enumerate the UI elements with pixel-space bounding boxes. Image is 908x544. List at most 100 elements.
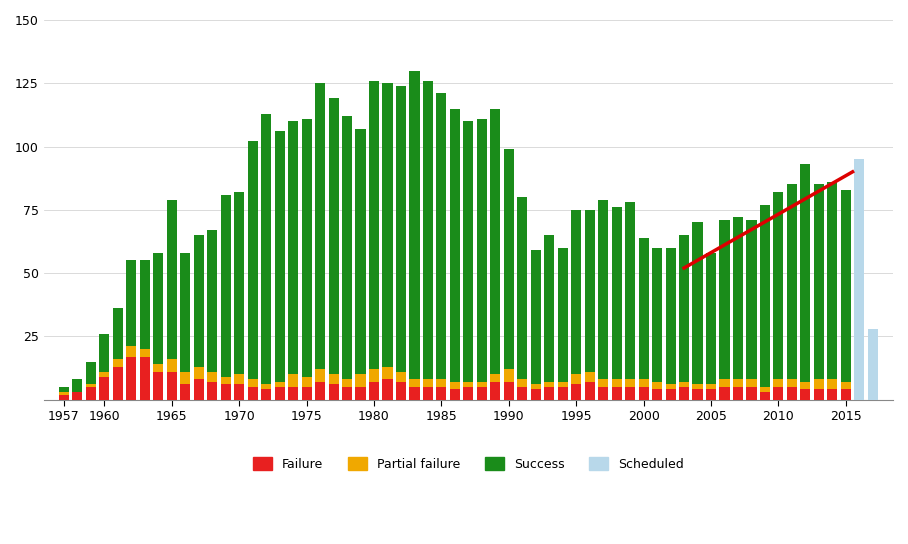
Bar xyxy=(638,238,648,379)
Bar xyxy=(719,220,729,379)
Bar xyxy=(504,369,514,382)
Bar xyxy=(369,369,379,382)
Bar xyxy=(814,379,824,390)
Bar xyxy=(787,379,797,387)
Bar xyxy=(86,387,96,400)
Bar xyxy=(719,387,729,400)
Bar xyxy=(774,387,784,400)
Bar xyxy=(221,385,231,400)
Bar xyxy=(288,387,298,400)
Bar xyxy=(477,387,487,400)
Bar xyxy=(666,385,676,390)
Bar xyxy=(342,379,352,387)
Bar xyxy=(760,392,770,400)
Bar xyxy=(113,359,123,367)
Bar xyxy=(153,372,163,400)
Bar xyxy=(746,220,756,379)
Bar xyxy=(274,382,285,387)
Bar xyxy=(274,131,285,382)
Bar xyxy=(518,197,528,379)
Bar xyxy=(301,377,311,387)
Bar xyxy=(193,367,203,379)
Bar xyxy=(288,121,298,374)
Bar xyxy=(558,387,568,400)
Bar xyxy=(841,189,851,382)
Bar xyxy=(329,374,339,385)
Bar xyxy=(262,114,271,385)
Bar xyxy=(315,369,325,382)
Bar xyxy=(827,379,837,390)
Bar xyxy=(612,379,622,387)
Bar xyxy=(140,349,150,356)
Bar xyxy=(477,382,487,387)
Bar xyxy=(530,385,541,390)
Bar xyxy=(355,129,366,374)
Bar xyxy=(410,387,419,400)
Bar xyxy=(315,83,325,369)
Bar xyxy=(140,261,150,349)
Bar xyxy=(382,379,392,400)
Bar xyxy=(382,83,392,367)
Bar xyxy=(180,385,191,400)
Bar xyxy=(746,387,756,400)
Bar xyxy=(800,164,811,382)
Bar xyxy=(652,390,662,400)
Bar xyxy=(463,382,473,387)
Legend: Failure, Partial failure, Success, Scheduled: Failure, Partial failure, Success, Sched… xyxy=(247,451,690,477)
Bar xyxy=(490,109,500,374)
Bar xyxy=(234,385,244,400)
Bar xyxy=(558,248,568,382)
Bar xyxy=(706,253,716,385)
Bar xyxy=(504,382,514,400)
Bar xyxy=(530,250,541,385)
Bar xyxy=(449,382,460,390)
Bar xyxy=(612,207,622,379)
Bar xyxy=(126,261,136,347)
Bar xyxy=(787,387,797,400)
Bar xyxy=(679,382,689,387)
Bar xyxy=(248,387,258,400)
Bar xyxy=(99,377,110,400)
Bar xyxy=(73,392,83,400)
Bar xyxy=(382,367,392,379)
Bar xyxy=(369,382,379,400)
Bar xyxy=(396,382,406,400)
Bar xyxy=(410,71,419,379)
Bar xyxy=(329,98,339,374)
Bar xyxy=(598,387,608,400)
Bar xyxy=(126,356,136,400)
Bar xyxy=(746,379,756,387)
Bar xyxy=(180,253,191,372)
Bar xyxy=(544,387,554,400)
Bar xyxy=(59,387,69,392)
Bar xyxy=(719,379,729,387)
Bar xyxy=(827,390,837,400)
Bar xyxy=(167,359,177,372)
Bar xyxy=(800,382,811,390)
Bar xyxy=(437,94,447,379)
Bar xyxy=(625,379,636,387)
Bar xyxy=(652,382,662,390)
Bar xyxy=(787,184,797,379)
Bar xyxy=(638,379,648,387)
Bar xyxy=(544,235,554,382)
Bar xyxy=(449,109,460,382)
Bar xyxy=(638,387,648,400)
Bar xyxy=(140,356,150,400)
Bar xyxy=(396,372,406,382)
Bar xyxy=(99,334,110,372)
Bar xyxy=(814,390,824,400)
Bar xyxy=(760,205,770,387)
Bar xyxy=(827,182,837,379)
Bar xyxy=(598,200,608,379)
Bar xyxy=(666,390,676,400)
Bar xyxy=(248,141,258,379)
Bar xyxy=(868,329,878,400)
Bar xyxy=(59,394,69,400)
Bar xyxy=(800,390,811,400)
Bar xyxy=(585,382,595,400)
Bar xyxy=(585,372,595,382)
Bar xyxy=(262,390,271,400)
Bar xyxy=(841,382,851,390)
Bar xyxy=(571,385,581,400)
